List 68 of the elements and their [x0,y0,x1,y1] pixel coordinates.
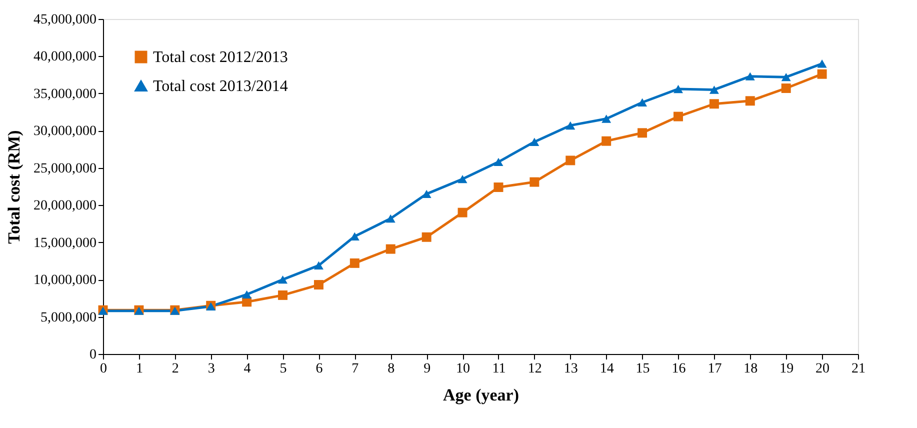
x-axis-title: Age (year) [443,386,519,404]
x-tick-label: 18 [744,362,758,376]
point [817,60,827,68]
x-tick-label: 8 [388,362,395,376]
point [817,69,827,79]
point [314,280,324,290]
point [638,98,648,106]
point [350,258,360,268]
point [494,158,504,166]
x-tick-label: 11 [492,362,506,376]
point [242,290,252,299]
y-tick-label: 30,000,000 [34,124,96,140]
y-tick-label: 20,000,000 [34,198,96,214]
point [422,232,432,242]
x-tick-label: 14 [600,362,614,376]
point [673,112,683,122]
point [494,182,504,192]
x-tick-label: 0 [100,362,107,376]
point [314,261,324,270]
point [386,214,396,223]
x-tick-label: 15 [636,362,650,376]
legend-label: Total cost 2013/2014 [153,78,288,95]
x-tick-label: 12 [528,362,542,376]
point [638,128,648,138]
y-tick-label: 40,000,000 [34,50,96,65]
x-tick-label: 17 [708,362,722,376]
point [458,208,468,218]
x-tick-label: 16 [672,362,686,376]
x-tick-label: 2 [172,362,179,376]
point [278,290,288,300]
x-tick-label: 19 [780,362,794,376]
point [745,96,755,106]
legend-label: Total cost 2012/2013 [153,49,288,66]
point [602,114,612,123]
y-tick-label: 15,000,000 [34,236,96,251]
point [386,244,396,254]
y-tick-label: 10,000,000 [34,273,96,288]
x-tick-label: 1 [136,362,143,376]
point [781,72,791,82]
x-tick-label: 5 [280,362,287,376]
y-tick-label: 5,000,000 [40,310,96,326]
x-tick-label: 3 [208,362,215,376]
x-tick-label: 7 [352,362,359,376]
x-tick-label: 9 [424,362,431,376]
x-tick-label: 20 [816,362,830,376]
point [566,156,576,166]
point [709,99,719,109]
x-tick-label: 13 [564,362,578,376]
point [781,83,791,93]
point [278,275,288,284]
point [709,86,719,94]
x-tick-label: 4 [244,362,251,376]
point [530,177,540,187]
point [673,84,683,94]
x-tick-label: 21 [852,362,866,376]
x-tick-label: 6 [316,362,323,376]
point [458,174,468,184]
point [566,121,576,130]
point [530,138,540,146]
point [745,72,755,80]
x-tick-label: 10 [456,362,470,376]
y-axis-title: Total cost (RM) [4,130,24,244]
point [422,190,432,198]
point [602,136,612,146]
y-tick-label: 45,000,000 [34,12,96,28]
y-tick-label: 25,000,000 [34,161,96,176]
y-tick-label: 0 [90,348,96,362]
y-tick-label: 35,000,000 [34,86,96,102]
